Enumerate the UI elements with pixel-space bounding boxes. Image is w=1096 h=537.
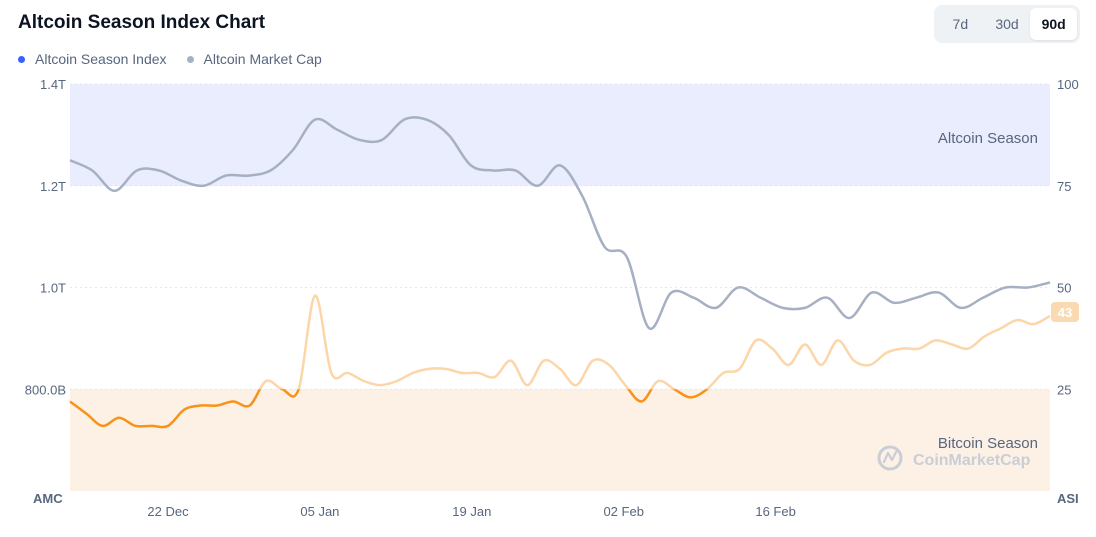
watermark-text: CoinMarketCap	[913, 452, 1031, 469]
series-altcoin-season-index-lower[interactable]	[69, 296, 1050, 429]
x-tick-label: 02 Feb	[603, 504, 643, 519]
left-tick-label: 1.4T	[40, 77, 66, 92]
x-tick-label: 22 Dec	[147, 504, 189, 519]
right-axis: 100 75 50 25	[1057, 77, 1079, 397]
legend-item-altcoin-market-cap[interactable]: Altcoin Market Cap	[186, 51, 322, 67]
right-axis-title: ASI	[1057, 491, 1079, 506]
range-button-30d[interactable]: 30d	[995, 16, 1019, 32]
legend-dot-icon	[18, 55, 25, 63]
left-tick-label: 800.0B	[25, 382, 66, 397]
left-axis: 1.4T 1.2T 1.0T 800.0B	[25, 77, 66, 397]
bitcoin-season-label: Bitcoin Season	[938, 435, 1038, 452]
right-tick-label: 50	[1057, 281, 1071, 296]
legend-dot-icon	[186, 55, 194, 63]
coinmarketcap-watermark: CoinMarketCap	[877, 445, 1031, 471]
grid-lines	[70, 83, 1050, 390]
x-tick-label: 19 Jan	[452, 504, 491, 519]
current-value-badge: 43	[1051, 302, 1079, 322]
legend-label: Altcoin Market Cap	[203, 51, 322, 67]
current-value-badge-text: 43	[1058, 305, 1072, 320]
left-tick-label: 1.2T	[40, 179, 66, 194]
series-altcoin-season-index-upper[interactable]	[70, 294, 1051, 428]
chart-title: Altcoin Season Index Chart	[18, 12, 266, 33]
current-value-badge-bg	[1051, 302, 1079, 322]
right-tick-label: 25	[1057, 382, 1071, 397]
altcoin-season-band	[70, 84, 1050, 186]
altcoin-season-label: Altcoin Season	[938, 130, 1038, 147]
chart-legend: Altcoin Season Index Altcoin Market Cap	[18, 51, 342, 67]
x-axis: 22 Dec 05 Jan 19 Jan 02 Feb 16 Feb	[147, 504, 795, 519]
x-tick-label: 05 Jan	[300, 504, 339, 519]
right-tick-label: 100	[1057, 77, 1079, 92]
coinmarketcap-logo-mark	[882, 450, 898, 464]
range-button-90d[interactable]: 90d	[1030, 8, 1078, 40]
x-tick-label: 16 Feb	[755, 504, 795, 519]
series-altcoin-market-cap[interactable]	[69, 116, 1051, 330]
legend-item-altcoin-season-index[interactable]: Altcoin Season Index	[18, 51, 167, 67]
legend-label: Altcoin Season Index	[35, 51, 167, 67]
right-tick-label: 75	[1057, 179, 1071, 194]
series-layer	[69, 116, 1051, 429]
bitcoin-season-band	[70, 389, 1050, 491]
time-range-selector: 7d 30d 90d	[934, 5, 1080, 43]
range-button-7d[interactable]: 7d	[952, 16, 969, 32]
coinmarketcap-logo-icon	[877, 445, 903, 471]
left-axis-title: AMC	[33, 491, 63, 506]
left-tick-label: 1.0T	[40, 281, 66, 296]
